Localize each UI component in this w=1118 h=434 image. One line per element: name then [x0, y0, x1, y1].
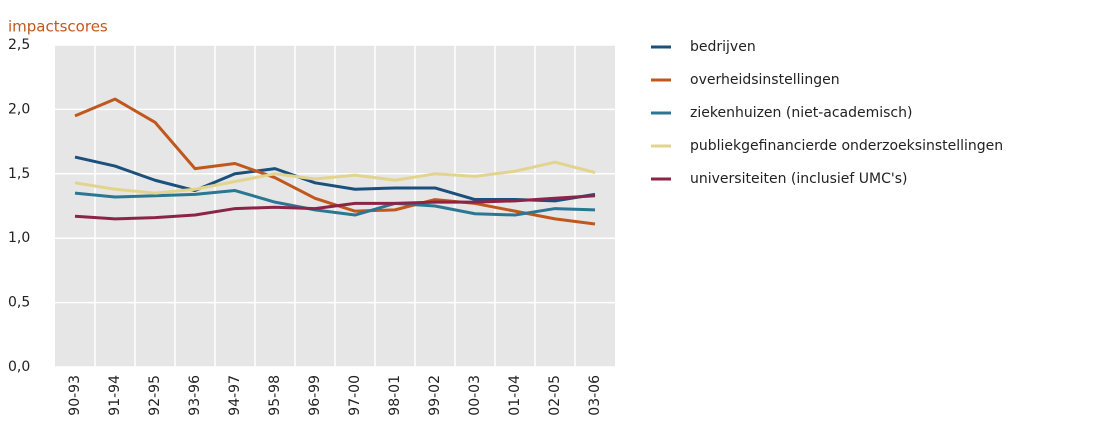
line: [74, 194, 596, 221]
x-tick-label: 90-93: [67, 375, 83, 416]
x-tick-label: 93-96: [187, 375, 203, 416]
y-tick-label: 0,5: [8, 295, 30, 311]
x-tick-label: 95-98: [267, 375, 283, 416]
line: [74, 160, 596, 195]
x-tick-label: 94-97: [227, 375, 243, 416]
x-tick-label: 98-01: [387, 375, 403, 416]
y-axis-label: impactscores: [8, 18, 108, 36]
legend-label: overheidsinstellingen: [690, 72, 840, 88]
x-tick-label: 99-02: [427, 375, 443, 416]
x-tick-label: 97-00: [347, 375, 363, 416]
x-tick-label: 01-04: [507, 375, 523, 416]
line: [74, 189, 596, 217]
y-tick-label: 1,5: [8, 166, 30, 182]
x-tick-label: 03-06: [587, 375, 603, 416]
x-tick-label: 96-99: [307, 375, 323, 416]
y-tick-label: 1,0: [8, 230, 30, 246]
y-tick-label: 2,0: [8, 101, 30, 117]
y-tick-label: 2,5: [8, 37, 30, 53]
x-tick-label: 00-03: [467, 375, 483, 416]
line: [74, 155, 596, 203]
x-tick-label: 92-95: [147, 375, 163, 416]
legend-label: universiteiten (inclusief UMC's): [690, 171, 907, 187]
x-tick-label: 91-94: [107, 375, 123, 416]
y-tick-label: 0,0: [8, 359, 30, 375]
legend-label: ziekenhuizen (niet-academisch): [690, 105, 912, 121]
legend-label: bedrijven: [690, 39, 756, 55]
legend-label: publiekgefinancierde onderzoeksinstellin…: [690, 138, 1003, 154]
x-tick-label: 02-05: [547, 375, 563, 416]
